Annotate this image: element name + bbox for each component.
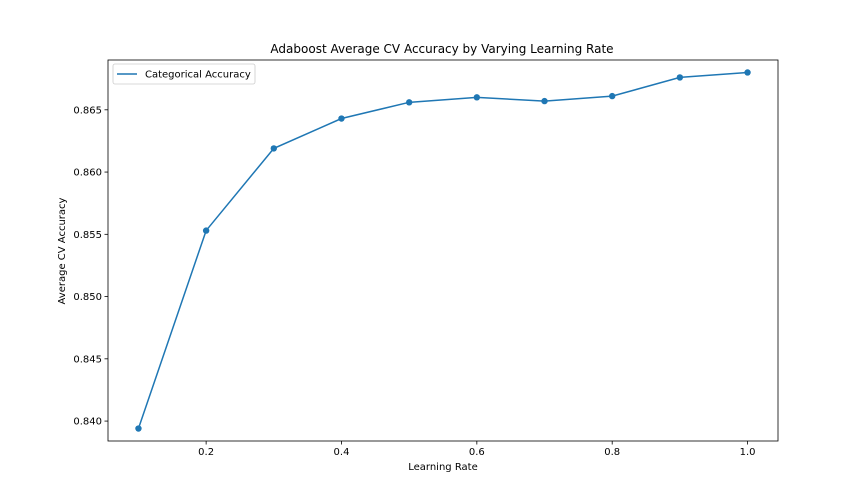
data-point — [608, 92, 616, 100]
series-line — [137, 71, 748, 429]
y-tick-label: 0.845 — [73, 354, 102, 365]
data-point — [541, 97, 548, 105]
legend-box — [112, 63, 256, 85]
y-tick-label: 0.860 — [73, 168, 102, 179]
x-tick-label: 0.8 — [604, 447, 620, 458]
y-tick-label: 0.855 — [73, 230, 102, 241]
x-tick-label: 0.2 — [198, 447, 214, 458]
y-tick-label: 0.840 — [73, 417, 102, 428]
y-tick-label: 0.850 — [73, 292, 102, 303]
y-tick-label: 0.865 — [73, 105, 102, 116]
data-point — [405, 99, 413, 106]
x-tick-label: 0.6 — [469, 447, 485, 458]
legend-label: Categorical Accuracy — [145, 70, 251, 81]
data-point — [676, 74, 684, 81]
x-axis: 0.2 0.4 0.6 0.8 1.0 — [198, 441, 755, 458]
data-point — [744, 69, 751, 76]
data-point — [473, 94, 481, 101]
chart-title: Adaboost Average CV Accuracy by Varying … — [270, 42, 613, 56]
data-point — [270, 145, 278, 152]
data-point — [338, 115, 345, 122]
x-axis-label: Learning Rate — [408, 462, 478, 473]
plot-area — [107, 59, 779, 442]
series-layer — [135, 69, 751, 432]
x-tick-label: 1.0 — [740, 447, 756, 458]
legend: Categorical Accuracy — [112, 63, 256, 85]
data-point — [135, 425, 142, 432]
x-tick-label: 0.4 — [334, 447, 350, 458]
y-axis-label: Average CV Accuracy — [57, 197, 68, 304]
y-axis: 0.840 0.845 0.850 0.855 0.860 0.865 — [73, 105, 108, 428]
data-point — [202, 227, 210, 234]
